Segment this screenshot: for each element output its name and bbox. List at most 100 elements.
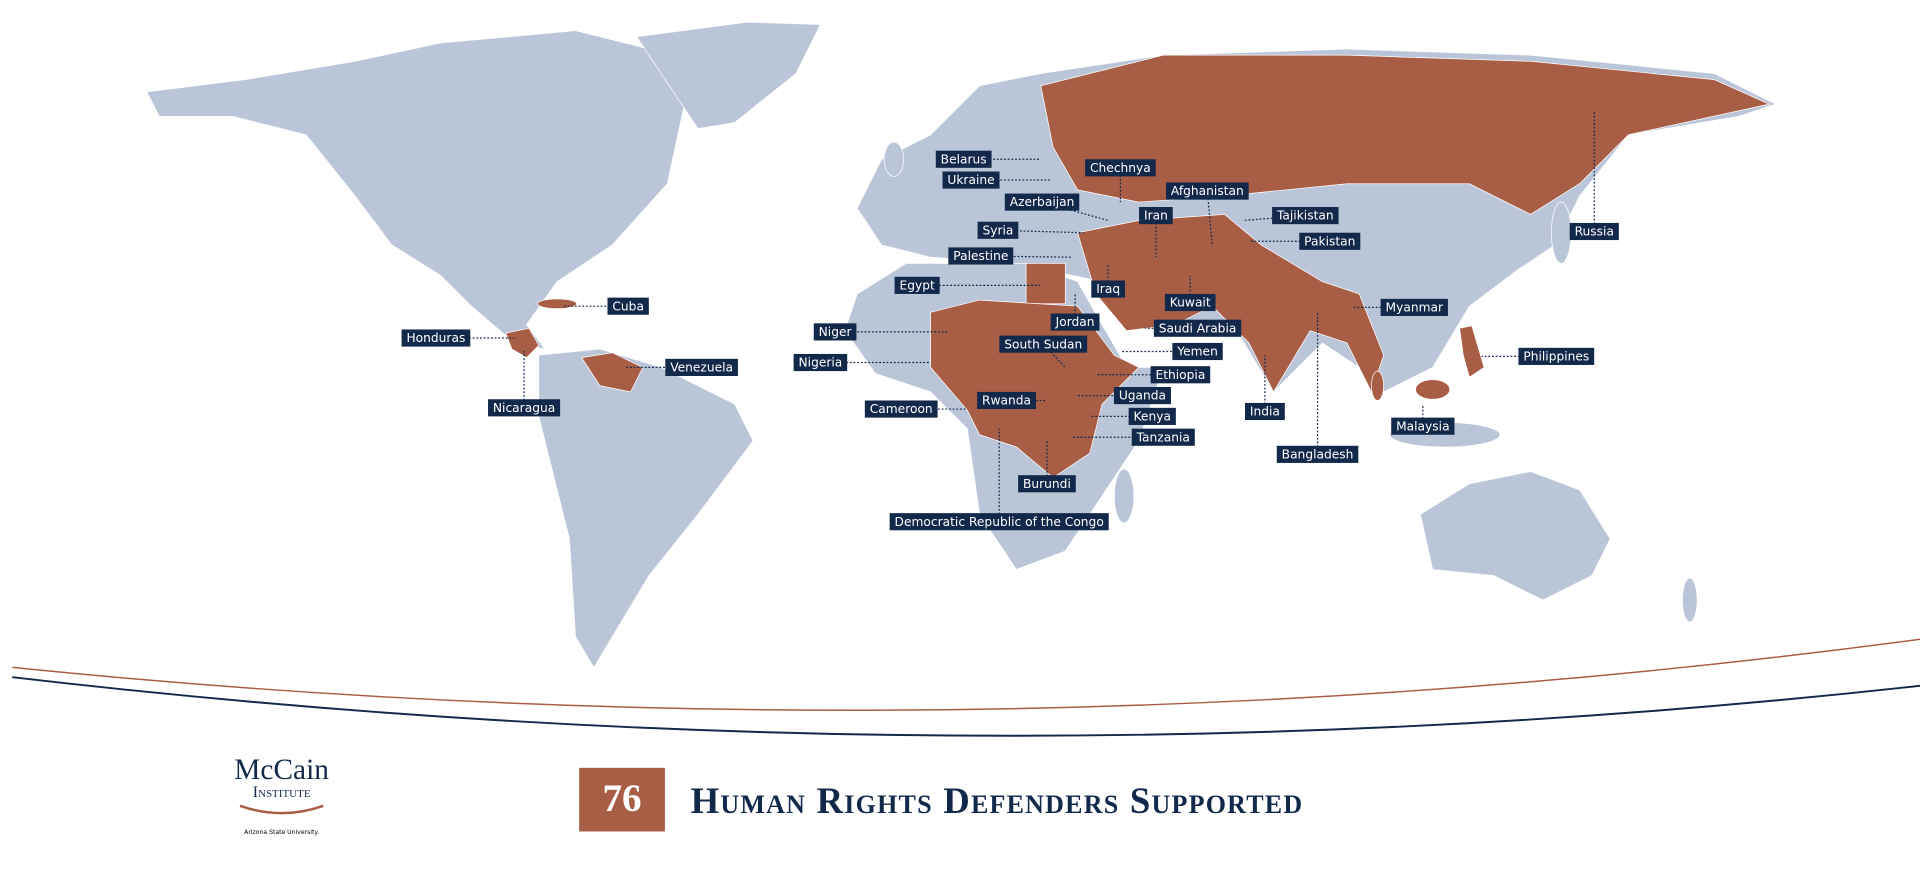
country-label: Malaysia xyxy=(1396,419,1449,433)
label-box xyxy=(1276,445,1359,463)
label-box xyxy=(1150,366,1211,384)
country-label: Philippines xyxy=(1523,350,1589,364)
label-box xyxy=(1018,475,1076,493)
country-label: Niger xyxy=(819,325,853,339)
logo-affiliation: Arizona State University. xyxy=(244,829,319,836)
country-label: Tajikistan xyxy=(1276,209,1334,223)
venezuela-region xyxy=(581,352,644,393)
label-box xyxy=(889,513,1109,531)
label-box xyxy=(793,353,848,372)
label-box xyxy=(1569,222,1619,241)
country-label: Yemen xyxy=(1176,345,1218,359)
label-box xyxy=(813,323,857,341)
malaysia-region xyxy=(1371,370,1385,401)
label-box xyxy=(1172,342,1223,361)
south-america xyxy=(538,348,754,669)
label-box xyxy=(665,358,738,376)
label-box xyxy=(488,399,561,417)
cuba-region xyxy=(537,298,578,310)
country-label: Tanzania xyxy=(1136,430,1190,444)
uk xyxy=(883,141,905,177)
label-box xyxy=(894,276,940,294)
leader-line xyxy=(1206,191,1213,246)
leader-line xyxy=(1242,214,1306,222)
country-label: Palestine xyxy=(953,249,1008,263)
country-label: Iran xyxy=(1144,209,1168,223)
label-box xyxy=(1391,417,1455,435)
country-label: Ethiopia xyxy=(1155,368,1205,382)
philippines-region xyxy=(1459,325,1485,378)
label-box xyxy=(1113,387,1171,405)
label-box xyxy=(864,400,938,418)
label-box xyxy=(1091,280,1126,298)
country-label: Chechnya xyxy=(1090,161,1151,175)
country-label: Iraq xyxy=(1096,282,1120,296)
central-america-region xyxy=(505,327,540,359)
country-label: Myanmar xyxy=(1386,301,1444,315)
country-label: Syria xyxy=(982,223,1013,237)
country-label: South Sudan xyxy=(1004,337,1082,351)
madagascar xyxy=(1113,468,1135,524)
country-label: Democratic Republic of the Congo xyxy=(895,515,1104,529)
japan xyxy=(1551,201,1572,264)
country-label: Bangladesh xyxy=(1282,447,1354,461)
logo-sub: Institute xyxy=(253,784,311,801)
country-label: Jordan xyxy=(1055,315,1095,329)
country-label: Rwanda xyxy=(982,394,1031,408)
label-box xyxy=(1244,402,1285,421)
label-box xyxy=(1380,298,1448,316)
country-label: Uganda xyxy=(1119,389,1166,403)
count-box xyxy=(579,767,665,832)
label-box xyxy=(607,297,649,315)
country-label: Egypt xyxy=(899,278,935,292)
count: 76 xyxy=(602,777,641,820)
label-box xyxy=(1128,407,1176,425)
leader-line xyxy=(997,229,1084,234)
labels: Belarus Ukraine Chechnya Azerbaijan Afghanis… xyxy=(401,110,1619,531)
north-america xyxy=(146,30,687,350)
country-label: Pakistan xyxy=(1304,234,1355,248)
label-box xyxy=(935,150,992,168)
label-box xyxy=(977,221,1019,239)
country-label: Cuba xyxy=(612,299,644,313)
logo-swoosh xyxy=(239,804,324,815)
arc-navy xyxy=(12,676,1920,737)
label-box xyxy=(1085,159,1156,177)
logo: McCain Institute Arizona State Universit… xyxy=(234,754,329,836)
label-box xyxy=(1153,319,1242,337)
country-label: Nigeria xyxy=(799,356,843,370)
country-label: Belarus xyxy=(941,152,987,166)
label-box xyxy=(1518,347,1595,365)
country-label: Afghanistan xyxy=(1171,184,1244,198)
label-box xyxy=(977,391,1036,410)
country-label: Honduras xyxy=(406,331,465,345)
country-label: Kenya xyxy=(1134,410,1171,424)
new-zealand xyxy=(1682,577,1698,623)
greenland xyxy=(636,21,821,130)
country-label: Azerbaijan xyxy=(1010,195,1075,209)
arc-brown xyxy=(12,638,1920,711)
label-box xyxy=(942,171,1000,189)
supported-countries xyxy=(505,54,1771,479)
country-label: Nicaragua xyxy=(493,401,555,415)
australia xyxy=(1419,471,1611,601)
country-label: Burundi xyxy=(1023,477,1071,491)
caption: Human Rights Defenders Supported xyxy=(691,780,1304,821)
label-box xyxy=(1131,428,1195,446)
egypt-region xyxy=(1025,262,1066,305)
country-label: Saudi Arabia xyxy=(1159,321,1237,335)
label-box xyxy=(1050,313,1100,331)
label-box xyxy=(1139,207,1173,225)
label-box xyxy=(1272,207,1339,225)
country-label: Russia xyxy=(1575,225,1614,239)
label-box xyxy=(999,335,1088,353)
logo-name: McCain xyxy=(234,754,329,786)
borneo-region xyxy=(1415,379,1451,400)
label-box xyxy=(401,329,471,347)
country-label: Ukraine xyxy=(947,173,994,187)
country-label: Kuwait xyxy=(1170,296,1211,310)
label-box xyxy=(948,247,1014,265)
label-box xyxy=(1004,193,1080,211)
